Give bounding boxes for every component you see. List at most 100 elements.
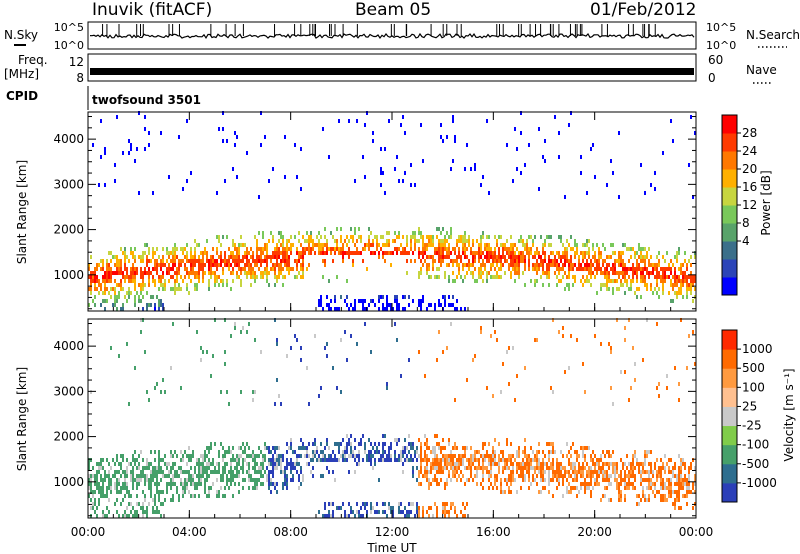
echo-cell — [166, 251, 168, 255]
echo-cell — [358, 251, 360, 255]
echo-cell — [468, 466, 470, 470]
echo-cell — [620, 370, 622, 374]
echo-cell — [464, 247, 466, 251]
echo-cell — [550, 462, 552, 466]
echo-cell — [486, 243, 488, 247]
echo-cell — [134, 247, 136, 251]
echo-cell — [404, 446, 406, 450]
echo-cell — [348, 255, 350, 259]
echo-cell — [262, 247, 264, 251]
echo-cell — [144, 271, 146, 275]
echo-cell — [162, 247, 164, 251]
echo-cell — [434, 307, 436, 311]
echo-cell — [114, 482, 116, 486]
echo-cell — [544, 462, 546, 466]
echo-cell — [128, 275, 130, 279]
echo-cell — [576, 251, 578, 255]
echo-cell — [150, 474, 152, 478]
echo-cell — [670, 299, 672, 303]
echo-cell — [642, 279, 644, 283]
echo-cell — [638, 502, 640, 506]
echo-cell — [146, 462, 148, 466]
echo-cell — [520, 462, 522, 466]
echo-cell — [382, 454, 384, 458]
echo-cell — [204, 247, 206, 251]
echo-cell — [480, 235, 482, 239]
echo-cell — [210, 462, 212, 466]
echo-cell — [360, 438, 362, 442]
echo-cell — [480, 247, 482, 251]
power-ylabel: Slant Range [km] — [15, 160, 29, 264]
echo-cell — [462, 267, 464, 271]
echo-cell — [544, 243, 546, 247]
echo-cell — [88, 287, 90, 291]
echo-cell — [118, 271, 120, 275]
echo-cell — [174, 243, 176, 247]
echo-cell — [94, 478, 96, 482]
echo-cell — [640, 163, 642, 167]
echo-cell — [194, 466, 196, 470]
echo-cell — [102, 267, 104, 271]
echo-cell — [320, 235, 322, 239]
echo-cell — [232, 446, 234, 450]
nsky-line — [89, 32, 695, 40]
echo-cell — [510, 275, 512, 279]
echo-cell — [480, 454, 482, 458]
echo-cell — [396, 299, 398, 303]
echo-cell — [260, 466, 262, 470]
echo-cell — [382, 255, 384, 259]
echo-cell — [356, 119, 358, 123]
echo-cell — [274, 255, 276, 259]
echo-cell — [90, 486, 92, 490]
echo-cell — [352, 235, 354, 239]
echo-cell — [498, 267, 500, 271]
echo-cell — [660, 275, 662, 279]
echo-cell — [170, 251, 172, 255]
echo-cell — [548, 275, 550, 279]
echo-cell — [550, 386, 552, 390]
echo-cell — [370, 442, 372, 446]
echo-cell — [212, 255, 214, 259]
echo-cell — [126, 299, 128, 303]
echo-cell — [176, 271, 178, 275]
echo-cell — [282, 235, 284, 239]
echo-cell — [140, 283, 142, 287]
echo-cell — [438, 267, 440, 271]
echo-cell — [488, 191, 490, 195]
echo-cell — [534, 466, 536, 470]
echo-cell — [620, 494, 622, 498]
echo-cell — [278, 275, 280, 279]
echo-cell — [148, 482, 150, 486]
echo-cell — [300, 267, 302, 271]
echo-cell — [498, 255, 500, 259]
echo-cell — [500, 267, 502, 271]
echo-cell — [122, 251, 124, 255]
echo-cell — [528, 267, 530, 271]
echo-cell — [134, 478, 136, 482]
echo-cell — [678, 287, 680, 291]
echo-cell — [300, 187, 302, 191]
echo-cell — [532, 263, 534, 267]
echo-cell — [322, 275, 324, 279]
echo-cell — [108, 510, 110, 514]
echo-cell — [338, 119, 340, 123]
echo-cell — [170, 498, 172, 502]
echo-cell — [236, 462, 238, 466]
echo-cell — [486, 466, 488, 470]
echo-cell — [128, 291, 130, 295]
echo-cell — [224, 318, 226, 322]
echo-cell — [232, 259, 234, 263]
echo-cell — [648, 474, 650, 478]
echo-cell — [376, 510, 378, 514]
freq-trace — [90, 68, 694, 75]
echo-cell — [424, 259, 426, 263]
echo-cell — [152, 510, 154, 514]
echo-cell — [444, 271, 446, 275]
echo-cell — [694, 251, 696, 255]
echo-cell — [450, 259, 452, 263]
echo-cell — [246, 271, 248, 275]
echo-cell — [522, 255, 524, 259]
echo-cell — [192, 263, 194, 267]
echo-cell — [160, 283, 162, 287]
